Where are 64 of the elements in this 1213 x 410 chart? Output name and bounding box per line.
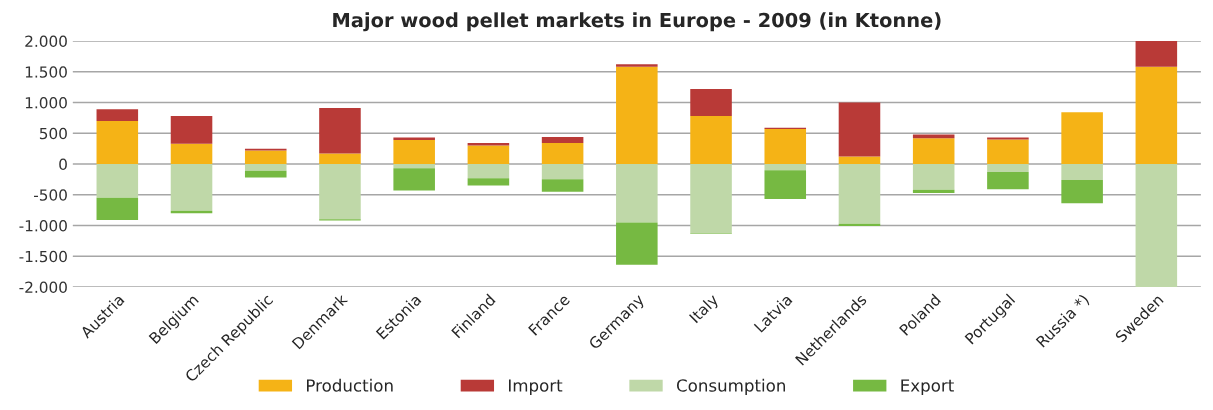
bar	[96, 109, 139, 121]
bar	[467, 164, 510, 179]
bar	[96, 164, 139, 198]
y-tick-label: -2.000	[19, 281, 67, 294]
bar	[319, 153, 361, 164]
bar	[244, 170, 287, 178]
bar	[616, 64, 658, 67]
bar	[912, 164, 955, 190]
legend-label: Consumption	[676, 378, 785, 395]
bar	[690, 88, 732, 117]
bar	[1061, 164, 1103, 180]
bar	[467, 143, 510, 146]
chart-title: Major wood pellet markets in Europe - 2009 (in Ktonne)	[333, 12, 941, 32]
bar	[987, 171, 1029, 190]
bar	[1061, 112, 1103, 164]
bar	[244, 150, 287, 164]
bar	[96, 120, 139, 164]
bar	[467, 178, 510, 186]
bar	[616, 222, 658, 265]
bar	[1061, 179, 1103, 204]
bar	[319, 164, 361, 220]
bar	[244, 164, 287, 171]
bar	[1135, 66, 1178, 164]
y-tick-label: -1.500	[19, 250, 67, 263]
bar	[912, 134, 955, 139]
bar	[764, 164, 807, 171]
bar	[616, 164, 658, 223]
bar	[987, 164, 1029, 172]
bar	[1135, 41, 1178, 67]
bar	[393, 164, 435, 169]
bar	[96, 197, 139, 220]
bar	[467, 145, 510, 164]
y-tick-label: 1.000	[25, 96, 67, 109]
bar	[170, 143, 213, 164]
legend-label: Import	[509, 379, 563, 395]
bar	[170, 164, 213, 211]
bar	[912, 189, 955, 193]
bar	[393, 140, 435, 164]
bar	[987, 139, 1029, 164]
bar	[690, 116, 732, 164]
bar	[541, 164, 584, 180]
bar	[170, 116, 213, 144]
y-tick-label: -1.000	[19, 219, 67, 232]
y-tick-label: 2.000	[25, 35, 67, 48]
bar	[690, 164, 732, 234]
bar	[393, 168, 435, 191]
y-tick-label: 1.500	[25, 66, 67, 78]
bar	[319, 108, 361, 154]
bar	[912, 138, 955, 164]
y-tick-label: -500	[33, 189, 67, 201]
bar	[616, 66, 658, 164]
bar	[838, 156, 881, 164]
legend-label: Production	[307, 378, 393, 392]
bar	[541, 179, 584, 192]
bar	[764, 170, 807, 200]
bar	[838, 102, 881, 157]
y-tick-label: 0	[59, 158, 67, 171]
y-tick-label: 500	[39, 127, 67, 140]
bar	[838, 164, 881, 224]
bar	[541, 136, 584, 144]
legend-label: Export	[901, 379, 954, 395]
bar	[764, 128, 807, 164]
bar	[1135, 164, 1178, 287]
bar	[541, 143, 584, 164]
